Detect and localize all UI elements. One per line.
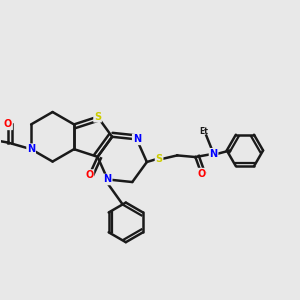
Text: N: N [209, 149, 217, 159]
Text: N: N [133, 134, 141, 144]
Text: S: S [94, 112, 101, 122]
Text: S: S [155, 154, 163, 164]
Text: Et: Et [199, 127, 208, 136]
Text: O: O [197, 169, 206, 178]
Text: N: N [103, 175, 112, 184]
Text: O: O [4, 119, 12, 129]
Text: N: N [27, 144, 35, 154]
Text: O: O [85, 170, 94, 180]
